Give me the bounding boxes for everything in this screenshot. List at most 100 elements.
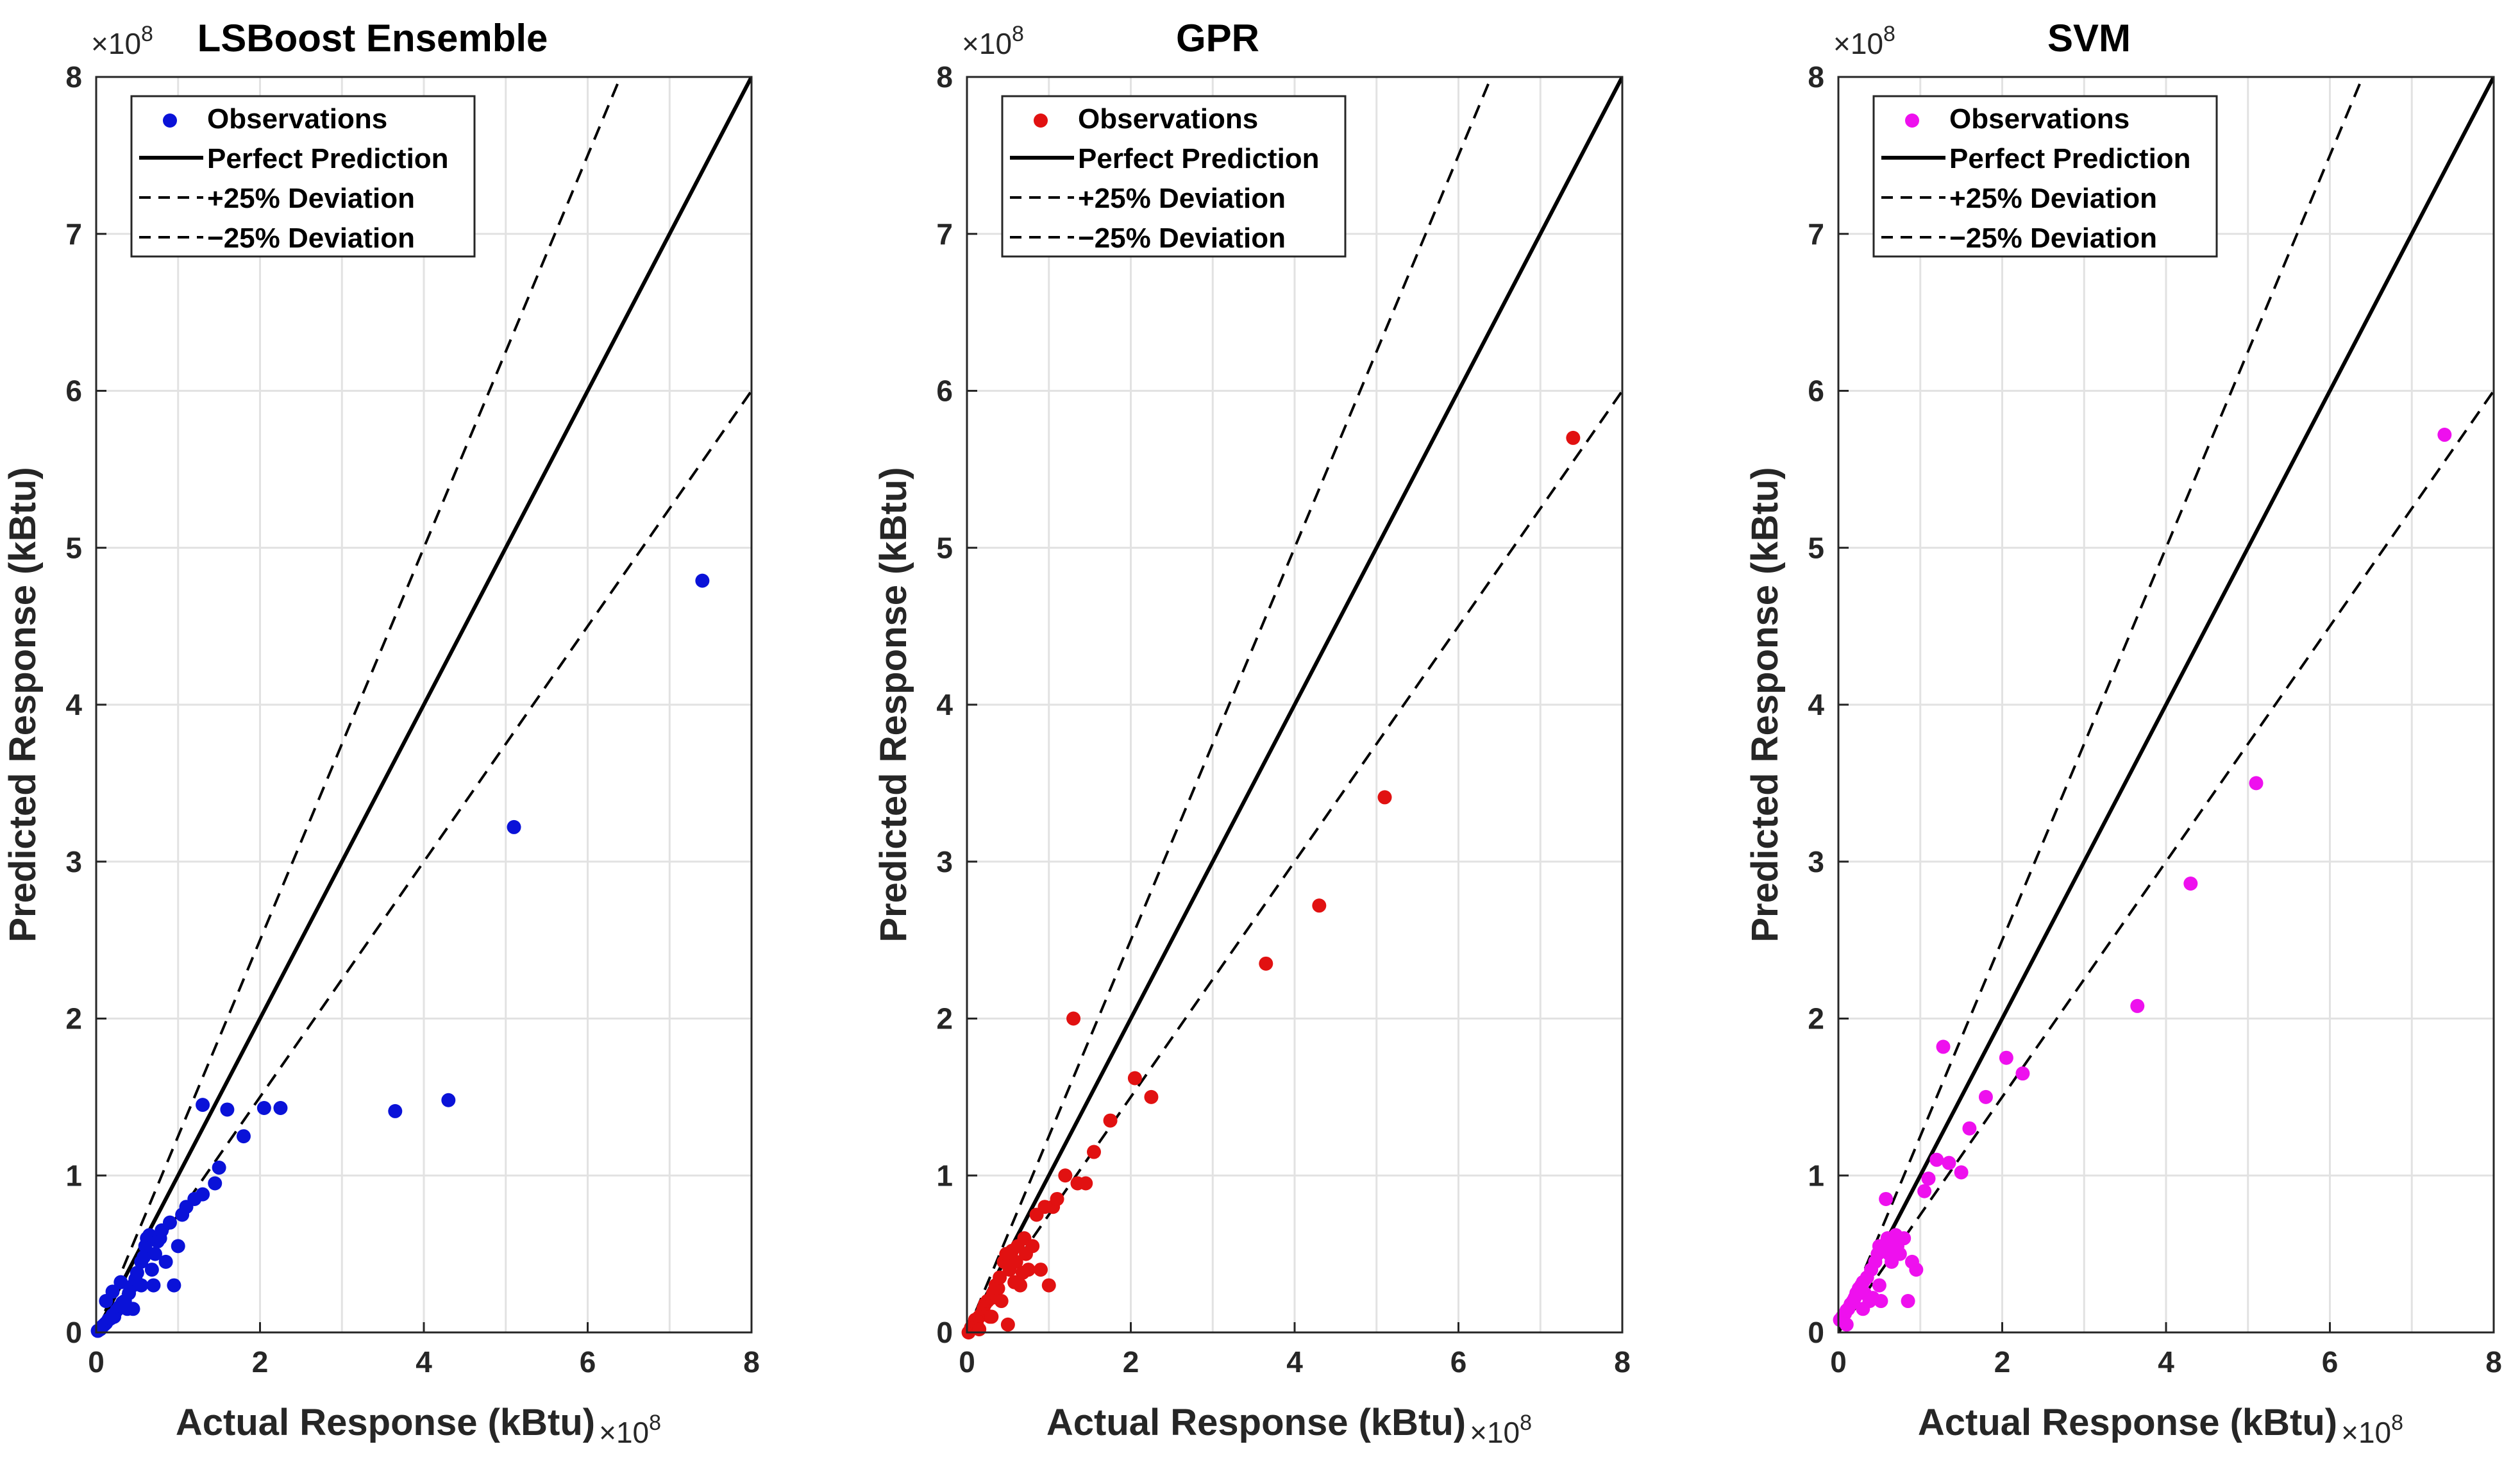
observation-point [1103,1113,1118,1128]
observation-point [1954,1165,1969,1180]
legend-marker [1905,113,1919,128]
x-tick-label: 2 [1123,1345,1139,1379]
legend-entry: +25% Deviation [207,183,415,214]
x-axis-label: Actual Response (kBtu) [176,1402,595,1443]
observation-point [1566,430,1581,445]
y-tick-label: 3 [936,845,953,878]
observation-point [1839,1317,1854,1332]
y-tick-label: 4 [65,688,82,721]
y-axis-label: Predicted Response (kBtu) [2,467,44,942]
observation-point [158,1254,173,1269]
y-tick-label: 6 [65,374,82,408]
y-axis-exponent-power: 8 [141,22,153,46]
observation-point [1892,1247,1907,1261]
x-tick-label: 0 [1830,1345,1847,1379]
y-tick-label: 5 [65,531,82,564]
observation-point [1312,898,1327,913]
observation-point [1015,1265,1030,1280]
legend-entry: +25% Deviation [1949,183,2157,214]
x-tick-label: 8 [743,1345,760,1379]
y-tick-label: 2 [1808,1002,1824,1036]
observation-point [1879,1191,1894,1206]
observation-point [991,1281,1005,1296]
observation-point [236,1129,251,1144]
observation-point [1259,956,1273,971]
x-tick-label: 6 [2322,1345,2339,1379]
y-tick-label: 2 [65,1002,82,1036]
plus-25-deviation-line [967,77,1493,1332]
observation-point [2437,428,2452,442]
observation-point [167,1278,181,1293]
x-axis-exponent-power: 8 [649,1411,661,1435]
observation-point [196,1187,210,1202]
x-axis-exponent: ×108 [1470,1411,1532,1449]
perfect-prediction-line [967,77,1622,1332]
observation-point [1377,790,1392,805]
observation-point [147,1247,162,1261]
observation-point [2015,1066,2030,1081]
minus-25-deviation-line [96,390,752,1332]
y-tick-label: 8 [936,60,953,94]
observation-point [1041,1278,1056,1293]
observation-point [1921,1171,1936,1186]
x-tick-label: 2 [1994,1345,2011,1379]
observation-point [113,1275,128,1289]
observation-point [1033,1263,1048,1277]
observation-point [2183,877,2198,891]
legend-marker [1034,113,1048,128]
legend-entry: Observations [1949,103,2129,135]
observation-point [993,1270,1007,1285]
x-tick-label: 8 [2485,1345,2502,1379]
perfect-prediction-line [1838,77,2494,1332]
observation-point [1978,1089,1993,1104]
observation-point [171,1239,185,1254]
chart-title: GPR [1176,17,1259,60]
observation-point [1897,1231,1911,1246]
y-tick-label: 0 [936,1316,953,1349]
observation-point [1909,1263,1924,1277]
y-tick-label: 2 [936,1002,953,1036]
x-tick-label: 6 [1450,1345,1467,1379]
observation-point [441,1093,456,1107]
observation-point [1025,1239,1040,1254]
y-tick-label: 7 [936,217,953,251]
observation-point [2130,998,2145,1013]
observation-point [1917,1184,1932,1198]
observation-point [1079,1176,1093,1191]
observation-point [984,1309,999,1324]
y-tick-label: 7 [1808,217,1824,251]
legend-box [130,95,476,258]
y-tick-label: 0 [1808,1316,1824,1349]
observation-point [126,1302,140,1316]
y-axis-label: Predicted Response (kBtu) [873,467,914,942]
x-tick-label: 0 [88,1345,105,1379]
observation-point [1000,1317,1015,1332]
observation-point [388,1104,403,1118]
legend-entry: +25% Deviation [1078,183,1286,214]
y-tick-label: 1 [65,1159,82,1192]
observation-point [1936,1039,1951,1054]
observation-point [256,1101,271,1116]
x-axis-exponent: ×108 [2341,1411,2403,1449]
observation-point [1127,1071,1142,1086]
y-tick-label: 3 [65,845,82,878]
x-tick-label: 6 [580,1345,596,1379]
y-tick-label: 6 [1808,374,1824,408]
x-axis-label: Actual Response (kBtu) [1918,1402,2337,1443]
y-tick-label: 3 [1808,845,1824,878]
y-tick-label: 8 [1808,60,1824,94]
x-tick-label: 4 [416,1345,432,1379]
legend-entry: Perfect Prediction [207,143,449,174]
minus-25-deviation-line [1838,390,2494,1332]
observation-point [1999,1050,2013,1065]
observation-point [695,573,710,588]
y-tick-label: 4 [936,688,953,721]
observation-point [134,1278,149,1293]
plus-25-deviation-line [96,77,622,1332]
legend: Observations Perfect Prediction +25% Devia… [1872,95,2218,258]
y-tick-label: 8 [65,60,82,94]
legend-box [1001,95,1347,258]
